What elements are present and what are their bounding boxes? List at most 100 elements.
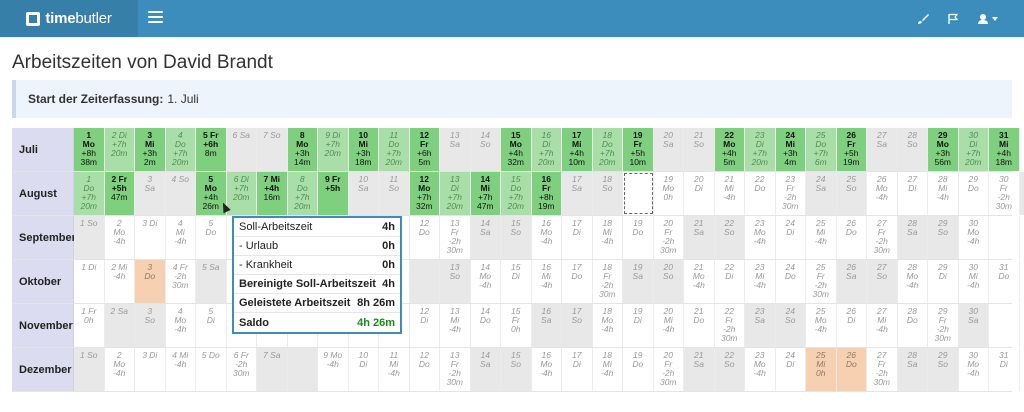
day-cell[interactable]: 28 Do [897, 304, 928, 347]
day-cell[interactable]: 14 Mo -4h [470, 260, 501, 303]
day-cell[interactable]: 1 So [74, 348, 105, 391]
day-cell[interactable]: 13 Fr -2h 30m [440, 216, 471, 259]
day-cell[interactable]: 30 Mo -4h [958, 348, 989, 391]
menu-icon[interactable] [148, 11, 163, 24]
day-cell[interactable]: 27 Fr -2h 30m [867, 348, 898, 391]
day-cell[interactable]: 2 Di +7h 20m [104, 128, 135, 171]
day-cell[interactable]: 4 Do +7h 20m [165, 128, 196, 171]
day-cell[interactable]: 1 Di [74, 260, 105, 303]
day-cell[interactable]: 19 Sa [623, 260, 654, 303]
day-cell[interactable]: 24 Sa [806, 172, 837, 215]
day-cell[interactable]: 17 So [562, 304, 593, 347]
day-cell[interactable]: 19 Do [623, 216, 654, 259]
day-cell[interactable]: 10 Mi +3h 18m [348, 128, 379, 171]
day-cell[interactable]: 27 So [867, 260, 898, 303]
day-cell[interactable]: 23 Mi -4h [745, 260, 776, 303]
day-cell[interactable]: 20 Sa [653, 128, 684, 171]
day-cell[interactable]: 14 Sa [470, 216, 501, 259]
day-cell[interactable]: 5 Do [196, 348, 227, 391]
day-cell[interactable]: 24 Mi +3h 4m [775, 128, 806, 171]
day-cell[interactable]: 8 Do +7h 20m [287, 172, 318, 215]
day-cell[interactable]: 10 Sa [348, 172, 379, 215]
day-cell[interactable]: 22 Di [714, 260, 745, 303]
user-menu-button[interactable] [968, 0, 1008, 37]
day-cell[interactable]: 30 Fr -2h 30m [989, 172, 1020, 215]
day-cell[interactable]: 26 Sa [836, 260, 867, 303]
day-cell[interactable]: 22 Fr -2h 30m [714, 304, 745, 347]
day-cell[interactable]: 15 So [501, 348, 532, 391]
day-cell[interactable]: 2 Fr +5h 47m [104, 172, 135, 215]
day-cell[interactable]: 21 Sa [684, 348, 715, 391]
day-cell[interactable]: 29 Mo +3h 56m [928, 128, 959, 171]
day-cell[interactable]: 12 Do [409, 216, 440, 259]
day-cell[interactable]: 16 Fr +8h 19m [531, 172, 562, 215]
day-cell[interactable]: 26 Mo -4h [867, 172, 898, 215]
day-cell[interactable]: 5 Sa [196, 260, 227, 303]
day-cell[interactable]: 3 Sa [135, 172, 166, 215]
day-cell[interactable]: 25 Mi 0h [806, 348, 837, 391]
day-cell[interactable]: 9 Fr +5h [318, 172, 349, 215]
day-cell[interactable]: 17 Di [562, 216, 593, 259]
day-cell[interactable]: 14 So [470, 128, 501, 171]
day-cell[interactable]: 2 Sa [104, 304, 135, 347]
day-cell[interactable]: 15 Fr 0h [501, 304, 532, 347]
day-cell[interactable] [409, 260, 440, 303]
day-cell[interactable]: 21 Mo -4h [684, 260, 715, 303]
day-cell[interactable]: 21 Mi -4h [714, 172, 745, 215]
day-cell[interactable]: 13 Sa [440, 128, 471, 171]
day-cell[interactable]: 16 Mo -4h [531, 348, 562, 391]
day-cell[interactable]: 24 So [775, 304, 806, 347]
day-cell[interactable]: 9 Mo -4h [318, 348, 349, 391]
day-cell[interactable]: 18 Mi -4h [592, 348, 623, 391]
flag-icon[interactable] [938, 0, 968, 37]
day-cell[interactable]: 27 Mi -4h [867, 304, 898, 347]
day-cell[interactable]: 15 Di [501, 260, 532, 303]
day-cell[interactable]: 1 Fr 0h [74, 304, 105, 347]
day-cell[interactable]: 23 Mo -4h [745, 348, 776, 391]
day-cell[interactable]: 20 Fr -2h 30m [653, 216, 684, 259]
day-cell[interactable]: 19 Do [623, 348, 654, 391]
day-cell[interactable]: 4 So [165, 172, 196, 215]
day-cell[interactable]: 1 Do +7h 20m [74, 172, 105, 215]
day-cell[interactable]: 28 Mi -4h [928, 172, 959, 215]
day-cell[interactable]: 22 Do [745, 172, 776, 215]
day-cell[interactable]: 29 So [928, 348, 959, 391]
day-cell[interactable]: 11 So [379, 172, 410, 215]
brush-icon[interactable] [908, 0, 938, 37]
day-cell[interactable]: 14 Mi +7h 47m [470, 172, 501, 215]
day-cell[interactable]: 30 Sa [958, 304, 989, 347]
day-cell[interactable]: 18 Mo -4h [592, 304, 623, 347]
day-cell[interactable]: 6 Di +7h 20m [226, 172, 257, 215]
day-cell[interactable]: 23 Fr -2h 30m [775, 172, 806, 215]
day-cell[interactable]: 11 Do +7h 20m [379, 128, 410, 171]
day-cell[interactable]: 16 Mi -4h [531, 260, 562, 303]
day-cell[interactable]: 28 Sa [897, 348, 928, 391]
day-cell[interactable]: 15 Do +7h 20m [501, 172, 532, 215]
day-cell[interactable]: 10 Di [348, 348, 379, 391]
day-cell[interactable]: 25 Do +7h 6m [806, 128, 837, 171]
day-cell[interactable]: 20 Mi -4h [653, 304, 684, 347]
day-cell[interactable]: 26 Do [836, 348, 867, 391]
day-cell[interactable]: 26 Do [836, 216, 867, 259]
day-cell[interactable]: 31Sa [1019, 172, 1024, 215]
day-cell[interactable]: 20 Di [684, 172, 715, 215]
day-cell[interactable]: 18 Do +7h 20m [592, 128, 623, 171]
day-cell[interactable]: 27 Di [897, 172, 928, 215]
day-cell[interactable]: 29 So [928, 216, 959, 259]
day-cell[interactable]: 19 Fr +5h 10m [623, 128, 654, 171]
day-cell[interactable]: 28 Sa [897, 216, 928, 259]
day-cell[interactable]: 29 Do [958, 172, 989, 215]
day-cell[interactable]: 23 Sa [745, 304, 776, 347]
day-cell[interactable]: 16 Mo -4h [531, 216, 562, 259]
day-cell[interactable]: 5 Fr +6h 8m [196, 128, 227, 171]
day-cell[interactable]: 21 Sa [684, 216, 715, 259]
day-cell[interactable]: 12 Di [409, 304, 440, 347]
day-cell[interactable]: 25 Mi -4h [806, 216, 837, 259]
day-cell[interactable]: 1 Mo +8h 38m [74, 128, 105, 171]
day-cell[interactable]: 31 Mi +4h 18m [989, 128, 1020, 171]
day-cell[interactable]: 26 Di [836, 304, 867, 347]
day-cell[interactable]: 20 Fr -2h 30m [653, 348, 684, 391]
day-cell[interactable]: 5 Mo +4h 26m [196, 172, 227, 215]
day-cell[interactable]: 22 So [714, 216, 745, 259]
day-cell[interactable]: 25 So [836, 172, 867, 215]
